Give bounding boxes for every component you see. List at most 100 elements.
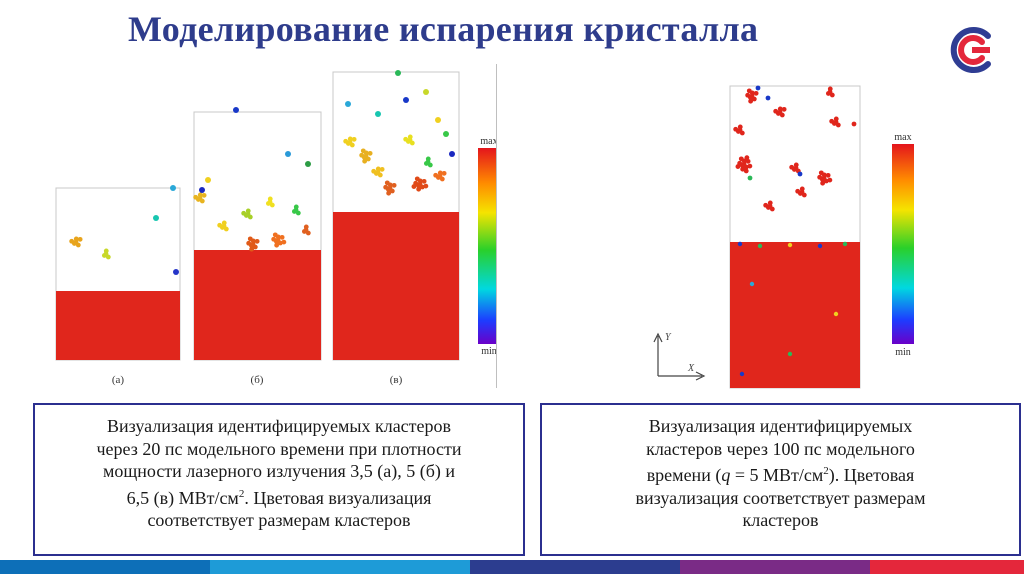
particle (751, 96, 757, 102)
particle (735, 164, 741, 169)
particle (740, 166, 746, 172)
particle (351, 136, 357, 142)
particle (281, 239, 287, 245)
particle (254, 238, 260, 244)
particle (747, 163, 753, 169)
left-simulation-figure: (а) (б) (в) max min (55, 70, 496, 386)
particle (375, 166, 381, 172)
particle (249, 246, 255, 252)
particle (799, 186, 805, 192)
panel-a (55, 185, 181, 361)
axis-y-label: Y (665, 332, 672, 343)
particle (817, 174, 823, 180)
particle (801, 192, 807, 198)
particle (745, 92, 751, 98)
colorbar-max-label: max (480, 136, 496, 147)
particle (245, 208, 251, 214)
particle (371, 168, 377, 174)
particle (733, 126, 739, 132)
particle (797, 171, 803, 177)
particle (305, 161, 311, 167)
caption-left: Визуализация идентифицируемых кластеров … (33, 403, 525, 556)
right-simulation-figure: max min Y X (653, 85, 914, 389)
particle (817, 243, 823, 249)
particle (745, 158, 751, 164)
particle (820, 180, 826, 186)
right-panel (729, 85, 861, 389)
particle (767, 200, 773, 206)
particle (748, 98, 754, 104)
particle (345, 101, 351, 107)
bar-segment (470, 560, 680, 574)
particle (173, 269, 179, 275)
particle (441, 170, 447, 176)
particle (769, 206, 775, 212)
particle (407, 134, 413, 140)
particle (403, 97, 409, 103)
particle (360, 148, 366, 154)
particle (77, 236, 83, 242)
particle (246, 240, 252, 246)
particle (403, 136, 409, 142)
particle (825, 172, 831, 178)
particle (221, 220, 227, 226)
panel-c (332, 70, 460, 361)
particle (833, 116, 839, 122)
particle (739, 130, 745, 136)
particle (825, 91, 831, 96)
particle (73, 236, 79, 242)
bar-segment (870, 560, 1024, 574)
particle (737, 241, 743, 247)
particle (367, 150, 373, 156)
particle (737, 124, 743, 130)
particle (303, 224, 309, 230)
colorbar-min-label: min (895, 347, 911, 358)
particle (421, 178, 427, 184)
particle (744, 155, 750, 161)
particle (827, 86, 833, 92)
caption-right: Визуализация идентифицируемых кластеров … (540, 403, 1021, 556)
bar-segment (0, 560, 210, 574)
particle (170, 185, 176, 191)
particle (423, 161, 429, 166)
slide-title: Моделирование испарения кристалла (128, 9, 759, 49)
particle (395, 70, 401, 76)
particle (829, 92, 835, 98)
particle (747, 175, 753, 181)
panel-label-b: (б) (251, 374, 264, 386)
particle (153, 215, 159, 221)
particle (377, 172, 383, 178)
particle (223, 226, 229, 232)
particle (267, 196, 273, 202)
particle (827, 177, 833, 183)
caption-right-line: времени (q = 5 МВт/см2). Цветовая (646, 465, 915, 485)
particle (383, 184, 389, 190)
particle (347, 136, 353, 142)
particle (833, 311, 839, 317)
particle (265, 201, 271, 206)
particle (781, 106, 787, 112)
particle (201, 192, 207, 198)
particle (362, 158, 368, 164)
particle (247, 236, 253, 242)
particle (829, 118, 835, 124)
caption-right-line: визуализация соответствует размерам (635, 487, 926, 508)
colorbar-min-label: min (481, 346, 496, 357)
particle (779, 112, 785, 118)
particle (773, 108, 779, 114)
caption-right-line: кластеров (742, 510, 819, 530)
particle (247, 214, 253, 220)
particle (793, 162, 799, 168)
particle (343, 138, 349, 144)
particle (241, 210, 247, 216)
particle (272, 232, 278, 238)
particle (439, 176, 445, 182)
particle (449, 151, 455, 157)
caption-left-line: Визуализация идентифицируемых кластеров (106, 416, 452, 436)
particle (103, 248, 109, 254)
particle (386, 190, 392, 196)
particle (199, 187, 205, 193)
colorbar (478, 148, 496, 344)
particle (835, 122, 841, 128)
caption-left-line: соответствует размерам кластеров (147, 510, 411, 530)
